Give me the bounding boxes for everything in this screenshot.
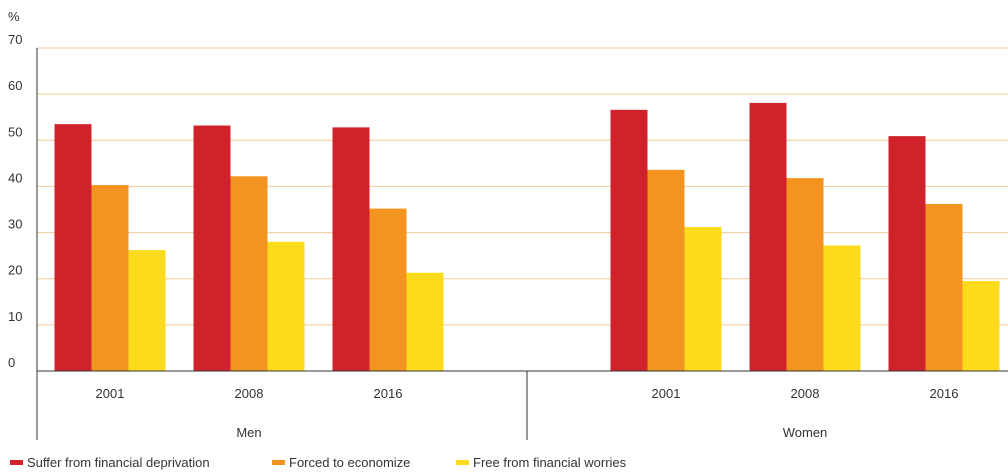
bar-men-2016-economize	[369, 208, 407, 371]
bar-women-2001-free	[684, 227, 722, 371]
legend-label-deprivation: Suffer from financial deprivation	[27, 455, 210, 470]
bar-men-2008-deprivation	[193, 125, 231, 372]
bar-women-2016-deprivation	[888, 136, 926, 371]
bar-men-2001-deprivation	[54, 124, 92, 371]
bar-men-2016-deprivation	[332, 127, 370, 371]
bar-women-2001-economize	[647, 169, 685, 371]
bar-women-2008-free	[823, 245, 861, 371]
bar-women-2008-economize	[786, 178, 824, 371]
bar-men-2001-free	[128, 250, 166, 371]
x-tick-label-men-2008: 2008	[235, 386, 264, 401]
y-tick-label-30: 30	[8, 217, 22, 232]
bar-men-2008-economize	[230, 176, 268, 371]
y-tick-label-70: 70	[8, 32, 22, 47]
bar-women-2016-free	[962, 281, 1000, 371]
legend-label-economize: Forced to economize	[289, 455, 411, 470]
y-tick-label-40: 40	[8, 170, 22, 185]
legend-swatch-deprivation	[10, 460, 23, 465]
bars	[54, 102, 1000, 372]
y-tick-label-20: 20	[8, 263, 22, 278]
x-tick-label-women-2008: 2008	[791, 386, 820, 401]
bar-women-2008-deprivation	[749, 102, 787, 371]
bar-men-2001-economize	[91, 185, 129, 371]
legend-swatch-economize	[272, 460, 285, 465]
x-tick-label-men-2001: 2001	[96, 386, 125, 401]
legend-item-deprivation: Suffer from financial deprivation	[10, 455, 210, 470]
bar-men-2016-free	[406, 272, 444, 371]
bar-women-2001-deprivation	[610, 109, 648, 372]
x-tick-label-women-2001: 2001	[652, 386, 681, 401]
bar-men-2008-free	[267, 241, 305, 371]
legend-label-free: Free from financial worries	[473, 455, 627, 470]
y-tick-label-10: 10	[8, 309, 22, 324]
y-tick-label-60: 60	[8, 78, 22, 93]
legend-item-free: Free from financial worries	[456, 455, 626, 470]
gridlines	[37, 47, 1008, 326]
group-label-women: Women	[783, 425, 828, 440]
legend-swatch-free	[456, 460, 469, 465]
group-label-men: Men	[236, 425, 261, 440]
y-axis-label: %	[8, 9, 20, 24]
bar-chart: 0 10 20 30 40 50 60 70% 2001 2008 2016 2001 2008 2016…	[8, 9, 1008, 440]
axes	[36, 48, 1008, 440]
x-tick-label-men-2016: 2016	[374, 386, 403, 401]
tick-labels: 0 10 20 30 40 50 60 70% 2001 2008 2016 2001 2008 2016…	[8, 9, 958, 440]
y-tick-label-0: 0	[8, 355, 15, 370]
y-tick-label-50: 50	[8, 124, 22, 139]
bar-women-2016-economize	[925, 203, 963, 371]
legend-item-economize: Forced to economize	[272, 455, 410, 470]
x-tick-label-women-2016: 2016	[930, 386, 959, 401]
